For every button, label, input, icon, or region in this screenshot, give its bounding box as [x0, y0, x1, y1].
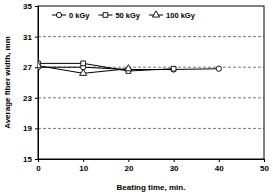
x-tick-label: 0 — [36, 164, 41, 173]
point-marker — [216, 66, 221, 71]
point-marker — [80, 69, 87, 75]
grid-line — [38, 128, 264, 129]
legend-label: 0 kGy — [69, 11, 90, 20]
grid-line — [38, 97, 264, 98]
legend-label: 100 kGy — [166, 11, 196, 20]
legend: 0 kGy 50 kGy 100 kGy — [52, 11, 196, 20]
legend-item: 100 kGy — [149, 11, 196, 20]
grid — [38, 37, 264, 129]
point-marker — [171, 67, 176, 72]
x-axis: 0 10 20 30 40 50 — [36, 159, 269, 173]
x-tick-label: 40 — [215, 164, 224, 173]
x-axis-title: Beating time, min. — [117, 183, 186, 192]
point-marker — [125, 65, 132, 71]
x-tick-label: 30 — [170, 164, 179, 173]
y-tick-label: 15 — [23, 155, 32, 164]
x-tick-label: 20 — [124, 164, 133, 173]
x-tick: 20 — [124, 159, 133, 173]
y-tick: 31 — [23, 33, 38, 42]
legend-item: 0 kGy — [52, 11, 90, 20]
y-tick-label: 31 — [23, 33, 32, 42]
point-marker — [81, 61, 86, 66]
legend-marker — [56, 12, 61, 17]
y-axis-title: Average fiber width, mm — [3, 36, 12, 129]
y-tick: 23 — [23, 94, 38, 103]
y-tick: 35 — [23, 2, 38, 11]
plot-frame — [38, 6, 264, 159]
y-tick-label: 23 — [23, 94, 32, 103]
x-tick: 0 — [36, 159, 41, 173]
point-marker — [171, 66, 176, 71]
series-line — [38, 63, 174, 71]
y-tick: 27 — [23, 63, 38, 72]
plot: 0 10 20 30 40 50 15 19 23 27 31 35 0 kGy 50 kGy 100 kG… — [23, 2, 269, 173]
legend-marker — [152, 11, 159, 17]
point-marker — [38, 62, 42, 68]
x-tick: 40 — [215, 159, 224, 173]
x-tick: 10 — [79, 159, 88, 173]
y-tick-label: 27 — [23, 63, 32, 72]
grid-line — [38, 36, 264, 37]
legend-item: 50 kGy — [98, 11, 140, 20]
chart: 0 10 20 30 40 50 15 19 23 27 31 35 0 kGy 50 kGy 100 kG… — [0, 0, 273, 196]
legend-marker — [103, 13, 108, 18]
y-tick: 15 — [23, 155, 38, 164]
x-axis-line — [39, 160, 265, 163]
data-area — [38, 61, 221, 75]
x-tick: 30 — [170, 159, 179, 173]
y-tick-label: 35 — [23, 2, 32, 11]
y-tick-label: 19 — [23, 124, 32, 133]
legend-label: 50 kGy — [115, 11, 140, 20]
x-tick-label: 50 — [260, 164, 269, 173]
y-tick: 19 — [23, 124, 38, 133]
y-axis: 15 19 23 27 31 35 — [23, 2, 38, 164]
x-tick-label: 10 — [79, 164, 88, 173]
x-tick: 50 — [260, 159, 269, 173]
